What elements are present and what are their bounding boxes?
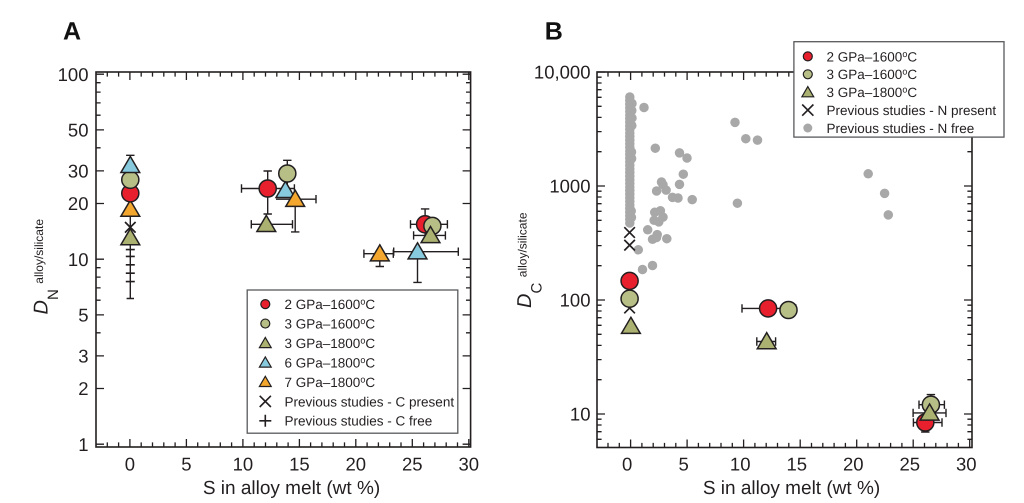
svg-text:20: 20 [68, 193, 89, 214]
svg-text:Previous studies - C present: Previous studies - C present [285, 394, 455, 409]
svg-text:2 GPa–1600oC: 2 GPa–1600oC [285, 297, 376, 313]
svg-text:100: 100 [58, 64, 89, 85]
svg-text:0: 0 [622, 454, 632, 475]
svg-text:5: 5 [181, 454, 191, 475]
svg-text:S in alloy melt (wt %): S in alloy melt (wt %) [703, 478, 880, 499]
svg-text:3 GPa–1800oC: 3 GPa–1800oC [827, 85, 918, 101]
svg-text:30: 30 [459, 454, 480, 475]
svg-text:2: 2 [78, 378, 88, 399]
svg-text:10,000: 10,000 [534, 62, 591, 83]
svg-text:100: 100 [560, 290, 591, 311]
svg-text:30: 30 [956, 454, 977, 475]
svg-text:3 GPa–1600oC: 3 GPa–1600oC [285, 316, 376, 332]
svg-text:10: 10 [68, 249, 89, 270]
svg-text:5: 5 [679, 454, 689, 475]
svg-text:3: 3 [78, 346, 88, 367]
svg-text:50: 50 [68, 120, 89, 141]
svg-text:Previous studies - N free: Previous studies - N free [827, 121, 975, 136]
svg-text:3 GPa–1600oC: 3 GPa–1600oC [827, 67, 918, 83]
svg-text:1: 1 [78, 434, 88, 455]
svg-text:10: 10 [570, 404, 591, 425]
svg-text:S in alloy melt (wt %): S in alloy melt (wt %) [203, 478, 380, 499]
svg-text:6 GPa–1800oC: 6 GPa–1800oC [285, 355, 376, 371]
svg-text:3 GPa–1800oC: 3 GPa–1800oC [285, 335, 376, 351]
svg-text:B: B [545, 18, 563, 46]
svg-text:DNalloy/silicate: DNalloy/silicate [31, 219, 63, 315]
svg-text:1000: 1000 [549, 176, 590, 197]
svg-text:15: 15 [787, 454, 808, 475]
svg-text:25: 25 [402, 454, 423, 475]
svg-text:5: 5 [78, 305, 88, 326]
svg-text:20: 20 [346, 454, 367, 475]
svg-text:30: 30 [68, 161, 89, 182]
svg-text:25: 25 [900, 454, 921, 475]
svg-text:A: A [63, 18, 81, 46]
svg-text:7 GPa–1800oC: 7 GPa–1800oC [285, 374, 376, 390]
svg-text:2 GPa–1600oC: 2 GPa–1600oC [827, 49, 918, 65]
svg-text:10: 10 [233, 454, 254, 475]
svg-text:0: 0 [125, 454, 135, 475]
svg-text:15: 15 [289, 454, 310, 475]
svg-text:Previous studies - C free: Previous studies - C free [285, 414, 433, 429]
svg-text:Previous studies - N present: Previous studies - N present [827, 103, 997, 118]
svg-text:20: 20 [843, 454, 864, 475]
svg-text:10: 10 [730, 454, 751, 475]
svg-text:DCalloy/silicate: DCalloy/silicate [514, 212, 546, 308]
